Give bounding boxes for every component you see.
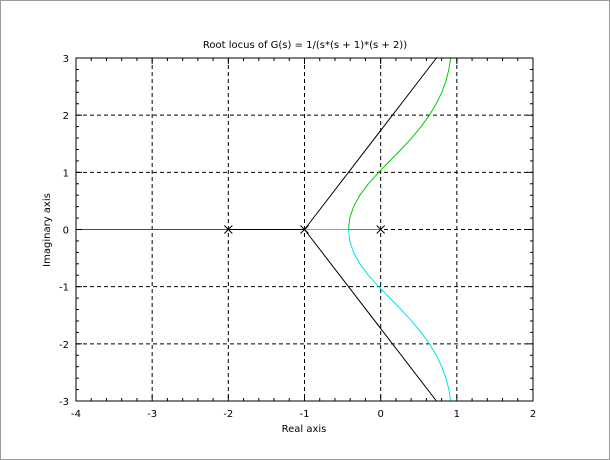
x-tick-label: -1 — [300, 409, 310, 420]
pole-markers — [223, 225, 386, 234]
asymptote-line — [304, 229, 437, 402]
chart-title: Root locus of G(s) = 1/(s*(s + 1)*(s + 2… — [203, 40, 407, 51]
y-tick-label: 3 — [63, 54, 69, 65]
y-tick-label: 0 — [63, 226, 69, 237]
x-tick-label: 0 — [377, 409, 383, 420]
y-tick-label: -1 — [59, 283, 69, 294]
y-tick-label: 2 — [63, 111, 69, 122]
pole-marker — [223, 225, 233, 234]
y-axis-label: Imaginary axis — [42, 193, 53, 267]
pole-marker — [376, 225, 386, 234]
y-tick-label: -3 — [59, 397, 69, 408]
asymptotes — [228, 57, 437, 402]
locus-branch-upper — [347, 57, 452, 230]
pole-marker — [300, 225, 309, 234]
x-tick-label: -4 — [71, 409, 81, 420]
x-tick-label: 2 — [530, 409, 536, 420]
y-tick-label: 1 — [63, 168, 69, 179]
locus-branches — [76, 57, 452, 402]
x-tick-label: -2 — [223, 409, 233, 420]
x-axis-label: Real axis — [282, 424, 327, 435]
x-tick-label: 1 — [454, 409, 460, 420]
locus-branch-lower — [304, 229, 452, 402]
x-tick-label: -3 — [147, 409, 157, 420]
y-tick-label: -2 — [59, 340, 69, 351]
asymptote-line — [304, 57, 437, 230]
